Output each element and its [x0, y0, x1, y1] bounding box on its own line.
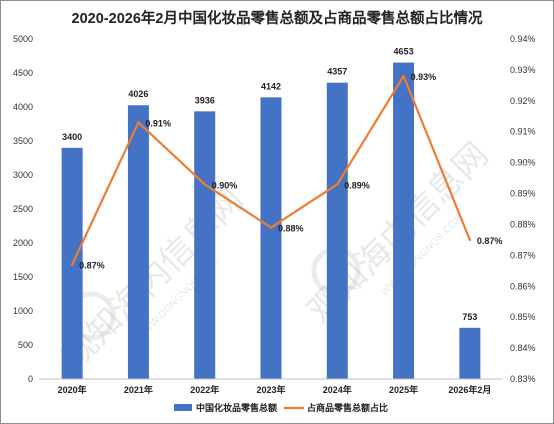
right-tick-label: 0.85% [510, 312, 536, 322]
left-tick-label: 0 [28, 374, 33, 384]
right-tick-label: 0.83% [510, 374, 536, 384]
x-tick-label: 2024年 [323, 384, 352, 395]
line-series [70, 74, 472, 266]
bar [260, 97, 282, 380]
legend-bar-swatch [174, 404, 192, 411]
line-labels: 0.87% 0.91% 0.90% 0.88% 0.89% 0.93% 0.87% [79, 72, 502, 271]
bar-value-label: 4653 [394, 47, 414, 57]
bar [459, 327, 481, 379]
right-tick-label: 0.90% [510, 158, 536, 168]
bar-labels: 3400 4026 3936 4142 4357 4653 753 [62, 47, 477, 322]
line-value-label: 0.89% [344, 180, 370, 190]
left-tick-label: 500 [18, 340, 33, 350]
line-point [203, 183, 206, 186]
bar [326, 82, 348, 379]
line-value-label: 0.90% [212, 180, 238, 190]
x-tick-label: 2023年 [256, 384, 285, 395]
x-tick-label: 2026年2月 [448, 384, 491, 395]
left-tick-label: 4500 [13, 68, 33, 78]
line-point [402, 74, 405, 78]
line-point [137, 121, 140, 124]
line-value-label: 0.93% [411, 72, 437, 82]
bar-value-label: 3936 [195, 95, 215, 105]
legend-line-label: 占商品零售总额占比 [307, 402, 388, 413]
left-tick-label: 2500 [13, 204, 33, 214]
bar [393, 62, 415, 379]
bar-series [61, 62, 481, 380]
right-axis: 0.83% 0.84% 0.85% 0.86% 0.87% 0.88% 0.89% 0.90%… [510, 34, 536, 384]
bar [127, 105, 149, 380]
left-tick-label: 5000 [13, 34, 33, 44]
x-tick-label: 2021年 [124, 384, 153, 395]
right-tick-label: 0.94% [510, 34, 536, 44]
bar-value-label: 4026 [128, 89, 148, 99]
right-tick-label: 0.88% [510, 219, 536, 229]
x-tick-label: 2020年 [58, 384, 87, 395]
legend: 中国化妆品零售总额 占商品零售总额占比 [174, 402, 388, 413]
bar [194, 111, 216, 380]
left-tick-label: 3000 [13, 170, 33, 180]
line-point [336, 183, 339, 186]
left-axis: 0 500 1000 1500 2000 2500 3000 3500 4000 4500 5000 [13, 34, 33, 384]
right-tick-label: 0.87% [510, 250, 536, 260]
left-tick-label: 1000 [13, 306, 33, 316]
right-tick-label: 0.93% [510, 65, 536, 75]
chart-title: 2020-2026年2月中国化妆品零售总额及占商品零售总额占比情况 [72, 9, 483, 27]
bar-value-label: 753 [462, 312, 477, 322]
line-value-label: 0.87% [79, 261, 105, 271]
bar-value-label: 4357 [327, 67, 347, 77]
left-tick-label: 2000 [13, 238, 33, 248]
bar-value-label: 4142 [261, 81, 281, 91]
right-tick-label: 0.89% [510, 189, 536, 199]
x-axis: 2020年 2021年 2022年 2023年 2024年 2025年 2026年2月 [39, 378, 503, 395]
left-tick-label: 1500 [13, 272, 33, 282]
line-point [269, 226, 273, 229]
right-tick-label: 0.91% [510, 127, 536, 137]
line-value-label: 0.88% [278, 224, 304, 234]
x-tick-label: 2025年 [389, 384, 418, 395]
right-tick-label: 0.84% [510, 343, 536, 353]
left-tick-label: 3500 [13, 136, 33, 146]
x-tick-label: 2022年 [190, 384, 219, 395]
line-value-label: 0.87% [477, 236, 503, 246]
line-point [70, 263, 74, 266]
line-point [468, 238, 472, 242]
right-tick-label: 0.86% [510, 281, 536, 291]
right-tick-label: 0.92% [510, 96, 536, 106]
left-tick-label: 4000 [13, 102, 33, 112]
line-value-label: 0.91% [145, 118, 171, 128]
bar-value-label: 3400 [62, 132, 82, 142]
watermark-text: 观知海内信息网 [55, 180, 252, 377]
legend-bar-label: 中国化妆品零售总额 [196, 402, 277, 413]
